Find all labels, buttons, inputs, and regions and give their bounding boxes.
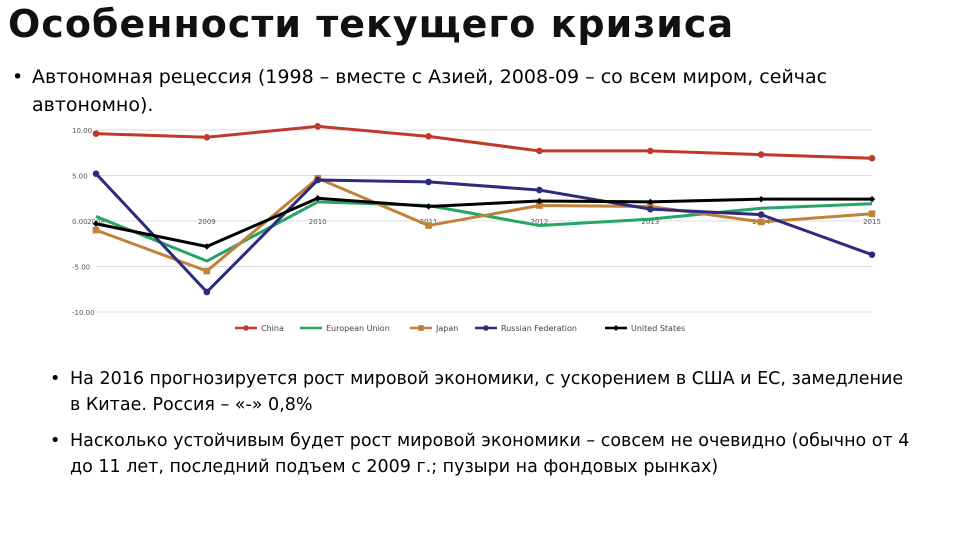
y-tick-label: -10.00 xyxy=(72,309,95,317)
bullet-forecast-2016: • На 2016 прогнозируется рост мировой эк… xyxy=(50,366,910,418)
y-tick-label: -5.00 xyxy=(72,264,90,272)
data-point xyxy=(536,186,543,194)
data-point xyxy=(536,197,543,205)
y-tick-label: 10.00 xyxy=(72,127,92,135)
data-point xyxy=(314,123,322,130)
legend-marker xyxy=(418,325,424,331)
data-point xyxy=(757,151,765,158)
bullet-growth-stability: • Насколько устойчивым будет рост мирово… xyxy=(50,428,920,480)
y-tick-label: 0.00 xyxy=(72,218,88,226)
data-point xyxy=(536,202,543,209)
data-point xyxy=(757,218,765,226)
data-point xyxy=(92,130,100,137)
x-tick-label: 2012 xyxy=(531,218,549,226)
x-tick-label: 2013 xyxy=(641,218,659,226)
data-point xyxy=(868,195,876,203)
series-line xyxy=(95,196,872,248)
bullet-stability-text: Насколько устойчивым будет рост мировой … xyxy=(70,431,910,477)
data-point xyxy=(425,222,432,229)
bullet-marker: • xyxy=(50,369,61,389)
series-line xyxy=(94,172,873,294)
bullet-forecast-text: На 2016 прогнозируется рост мировой экон… xyxy=(70,369,904,415)
data-point xyxy=(536,147,543,155)
y-tick-label: 5.00 xyxy=(72,173,88,181)
data-point xyxy=(757,195,765,203)
bullet-recession: • Автономная рецессия (1998 – вместе с А… xyxy=(12,63,912,119)
data-point xyxy=(203,267,211,275)
legend-label: United States xyxy=(631,324,685,333)
legend-label: European Union xyxy=(326,324,390,333)
data-point xyxy=(425,178,432,186)
data-point xyxy=(646,147,654,155)
data-point xyxy=(868,210,876,218)
series-line xyxy=(95,176,873,273)
data-point xyxy=(203,243,211,250)
x-tick-label: 2015 xyxy=(863,218,881,226)
data-point xyxy=(425,203,432,210)
data-point xyxy=(92,170,100,177)
legend-label: Russian Federation xyxy=(501,324,577,333)
bullet-marker: • xyxy=(12,66,24,88)
legend-label: China xyxy=(261,324,284,333)
legend-marker xyxy=(483,325,489,331)
data-point xyxy=(868,251,876,258)
gdp-growth-chart: 10.005.000.00-5.00-10.002008200920102011… xyxy=(60,118,890,348)
data-point xyxy=(757,211,765,218)
data-point xyxy=(92,226,100,234)
x-tick-label: 2009 xyxy=(198,218,216,226)
data-point xyxy=(868,154,876,162)
data-point xyxy=(203,133,211,141)
series-line xyxy=(95,124,873,160)
series-line xyxy=(95,200,873,263)
legend-marker xyxy=(613,325,619,331)
data-point xyxy=(314,176,322,184)
legend-label: Japan xyxy=(435,324,458,333)
x-tick-label: 2010 xyxy=(309,218,327,226)
data-point xyxy=(92,220,100,227)
bullet-recession-text: Автономная рецессия (1998 – вместе с Ази… xyxy=(32,66,828,116)
legend-marker xyxy=(243,325,249,331)
slide-title: Особенности текущего кризиса xyxy=(8,2,735,46)
chart-svg: 10.005.000.00-5.00-10.002008200920102011… xyxy=(72,123,881,333)
bullet-marker: • xyxy=(50,431,61,451)
data-point xyxy=(646,205,654,213)
x-tick-label: 2011 xyxy=(420,218,438,226)
data-point xyxy=(203,288,211,296)
data-point xyxy=(425,133,432,140)
data-point xyxy=(647,198,654,206)
